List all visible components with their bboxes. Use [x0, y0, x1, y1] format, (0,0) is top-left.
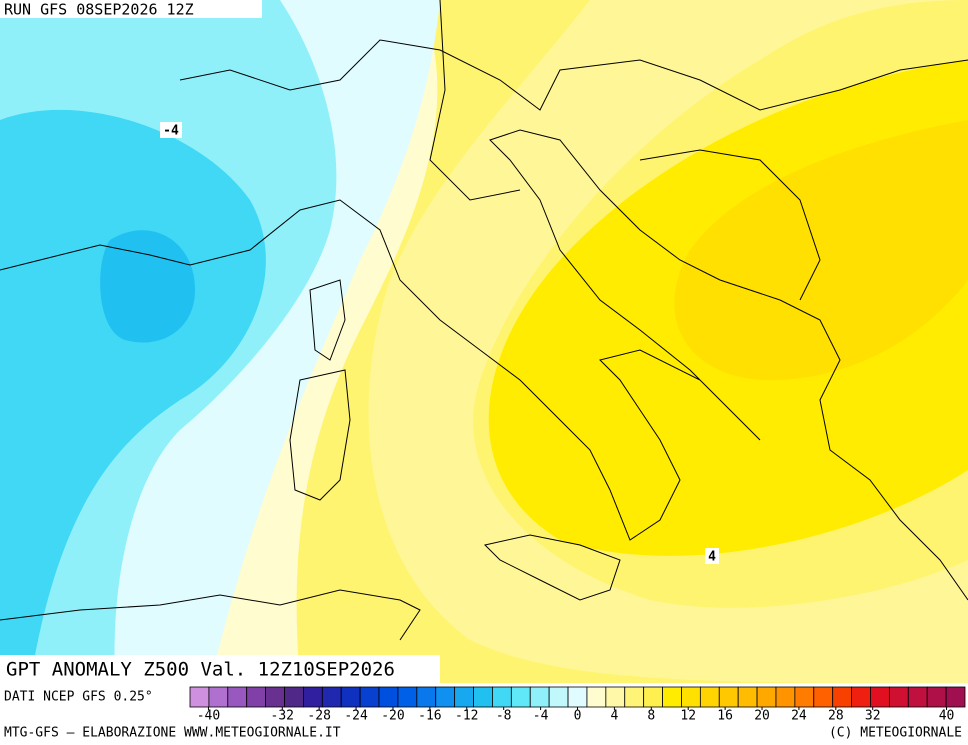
color-box: [624, 686, 645, 708]
tick-label: 0: [574, 709, 582, 724]
color-box: [756, 686, 777, 708]
coastlines: [0, 0, 968, 641]
color-box: [662, 686, 682, 708]
color-box: [681, 686, 701, 708]
color-box: [775, 686, 796, 708]
tick-label: 20: [754, 709, 770, 724]
color-box: [870, 686, 890, 708]
map-title: GPT ANOMALY Z500 Val. 12Z10SEP2026: [6, 659, 395, 681]
color-box: [378, 686, 399, 708]
color-box: [567, 686, 588, 708]
map: [0, 0, 968, 683]
tick-label: 16: [717, 709, 733, 724]
tick-label: 28: [828, 709, 844, 724]
color-box: [397, 686, 418, 708]
color-box: [473, 686, 493, 708]
color-box: [945, 686, 966, 708]
field-minus-eight: [100, 230, 195, 343]
contour-label: -4: [163, 124, 179, 139]
color-box: [737, 686, 758, 708]
color-box: [246, 686, 267, 708]
color-box: [435, 686, 456, 708]
color-box: [548, 686, 569, 708]
color-box: [643, 686, 663, 708]
tick-label: 40: [939, 709, 955, 724]
tick-label: 8: [647, 709, 655, 724]
tick-label: 32: [865, 709, 881, 724]
color-box: [208, 686, 229, 708]
run-label: RUN GFS 08SEP2026 12Z: [4, 1, 194, 19]
tick-label: -8: [496, 709, 512, 724]
title-box: [0, 655, 440, 683]
color-box: [303, 686, 323, 708]
tick-label: -24: [344, 709, 368, 724]
color-box: [605, 686, 626, 708]
color-box: [284, 686, 304, 708]
color-box: [529, 686, 550, 708]
color-box: [189, 686, 210, 708]
color-box: [321, 686, 342, 708]
color-box: [888, 686, 909, 708]
tick-label: -20: [381, 709, 404, 724]
tick-label: -32: [271, 709, 294, 724]
contour-label-box: [160, 122, 182, 138]
contour-label: 4: [708, 550, 716, 565]
color-box: [227, 686, 248, 708]
color-box: [813, 686, 834, 708]
color-box: [359, 686, 380, 708]
footer-right: (C) METEOGIORNALE: [829, 726, 962, 741]
color-box: [699, 686, 720, 708]
color-box: [586, 686, 607, 708]
color-box: [907, 686, 928, 708]
color-box: [851, 686, 871, 708]
color-box: [340, 686, 361, 708]
colorbar: -40 -32 -28 -24 -20 -16 -12 -8 -4 0 4 8 12 16 20 24 28 32…: [189, 686, 966, 724]
color-box: [265, 686, 285, 708]
tick-label: 4: [610, 709, 618, 724]
field-six: [674, 120, 968, 380]
header-box: [0, 0, 262, 18]
color-box: [454, 686, 474, 708]
color-box: [492, 686, 512, 708]
color-box: [718, 686, 739, 708]
color-box: [832, 686, 852, 708]
color-box: [926, 686, 947, 708]
tick-label: -40: [197, 709, 220, 724]
tick-label: -4: [533, 709, 549, 724]
color-box: [794, 686, 815, 708]
tick-label: -12: [455, 709, 478, 724]
tick-label: 12: [680, 709, 696, 724]
color-box: [510, 686, 531, 708]
source-label: DATI NCEP GFS 0.25°: [4, 690, 153, 705]
footer-left: MTG-GFS — ELABORAZIONE WWW.METEOGIORNALE…: [4, 726, 341, 741]
tick-label: -16: [418, 709, 441, 724]
color-box: [416, 686, 437, 708]
contour-label-box: [705, 548, 719, 564]
tick-label: 24: [791, 709, 807, 724]
tick-label: -28: [307, 709, 330, 724]
